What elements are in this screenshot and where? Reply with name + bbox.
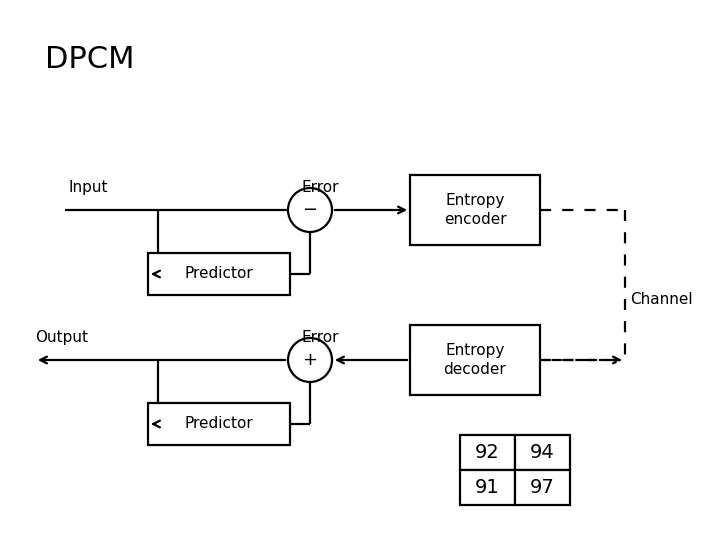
Bar (148, 403, 290, 445)
Text: Entropy
encoder: Entropy encoder (444, 193, 506, 227)
Bar (410, 325, 540, 395)
Text: 92: 92 (475, 443, 500, 462)
Text: Channel: Channel (630, 293, 693, 307)
Text: Error: Error (301, 180, 338, 195)
Text: −: − (302, 201, 318, 219)
Circle shape (288, 338, 332, 382)
Bar (460, 470, 515, 505)
Text: 97: 97 (530, 478, 555, 497)
Bar (515, 470, 570, 505)
Text: Predictor: Predictor (184, 416, 253, 431)
Bar (410, 175, 540, 245)
Text: DPCM: DPCM (45, 45, 135, 74)
Text: +: + (302, 351, 318, 369)
Text: Input: Input (68, 180, 107, 195)
Text: Output: Output (35, 330, 88, 345)
Text: Error: Error (301, 330, 338, 345)
Bar (460, 435, 515, 470)
Text: Predictor: Predictor (184, 267, 253, 281)
Bar (515, 435, 570, 470)
Text: Entropy
decoder: Entropy decoder (444, 342, 506, 377)
Circle shape (288, 188, 332, 232)
Text: 91: 91 (475, 478, 500, 497)
Text: 94: 94 (530, 443, 555, 462)
Bar (148, 253, 290, 295)
